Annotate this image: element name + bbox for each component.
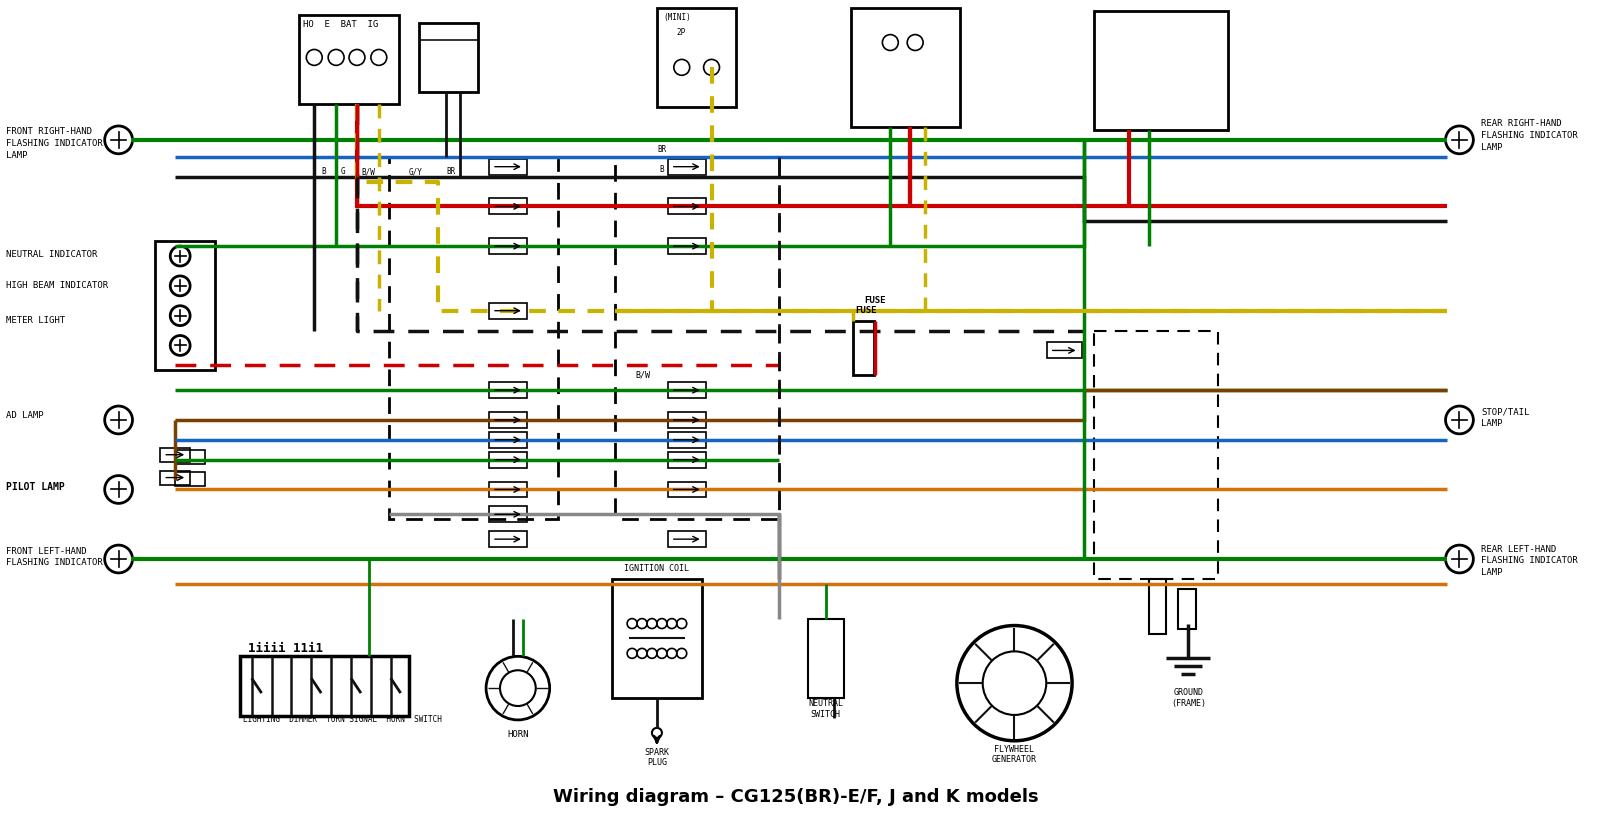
Text: AD LAMP: AD LAMP bbox=[6, 412, 43, 420]
Text: METER LIGHT: METER LIGHT bbox=[6, 316, 66, 325]
Text: Wiring diagram – CG125(BR)-E/F, J and K models: Wiring diagram – CG125(BR)-E/F, J and K … bbox=[554, 788, 1038, 806]
Text: LIGHTING  DIMMER  TURN SIGNAL  HORN  SWITCH: LIGHTING DIMMER TURN SIGNAL HORN SWITCH bbox=[243, 715, 442, 724]
Text: FLASHING INDICATOR: FLASHING INDICATOR bbox=[6, 139, 102, 148]
Text: B: B bbox=[659, 165, 664, 174]
Bar bbox=[419, 22, 478, 92]
Bar bbox=[490, 506, 526, 523]
Text: LAMP: LAMP bbox=[6, 151, 27, 160]
Bar bbox=[490, 481, 526, 497]
Bar bbox=[667, 159, 706, 174]
Text: B: B bbox=[322, 167, 326, 176]
Bar bbox=[1178, 589, 1197, 629]
Bar bbox=[667, 481, 706, 497]
Bar bbox=[490, 531, 526, 547]
Bar bbox=[490, 382, 526, 398]
Bar bbox=[1094, 331, 1218, 579]
Text: HORN: HORN bbox=[507, 730, 528, 739]
Bar bbox=[667, 531, 706, 547]
Text: IGNITION COIL: IGNITION COIL bbox=[624, 565, 690, 573]
Text: STOP/TAIL: STOP/TAIL bbox=[1482, 408, 1530, 417]
Text: NEUTRAL INDICATOR: NEUTRAL INDICATOR bbox=[6, 250, 98, 259]
Text: PILOT LAMP: PILOT LAMP bbox=[6, 482, 66, 493]
Text: REAR LEFT-HAND: REAR LEFT-HAND bbox=[1482, 544, 1557, 553]
Bar bbox=[160, 447, 190, 461]
Bar bbox=[490, 238, 526, 254]
Text: LAMP: LAMP bbox=[1482, 143, 1502, 152]
Bar bbox=[490, 432, 526, 447]
Text: FRONT LEFT-HAND: FRONT LEFT-HAND bbox=[6, 547, 86, 556]
Text: (MINI): (MINI) bbox=[662, 13, 691, 22]
Bar bbox=[667, 238, 706, 254]
Bar bbox=[490, 452, 526, 467]
Text: HO  E  BAT  IG: HO E BAT IG bbox=[304, 20, 379, 29]
Text: FLYWHEEL
GENERATOR: FLYWHEEL GENERATOR bbox=[992, 745, 1037, 764]
Text: GROUND
(FRAME): GROUND (FRAME) bbox=[1171, 688, 1206, 708]
Text: G: G bbox=[341, 167, 346, 176]
Bar bbox=[490, 159, 526, 174]
Bar bbox=[616, 157, 779, 519]
Bar bbox=[389, 157, 557, 519]
Bar bbox=[667, 382, 706, 398]
Text: B/W: B/W bbox=[362, 167, 374, 176]
Text: G/Y: G/Y bbox=[408, 167, 422, 176]
Bar bbox=[176, 471, 205, 485]
Text: FLASHING INDICATOR: FLASHING INDICATOR bbox=[1482, 131, 1578, 141]
Bar bbox=[667, 412, 706, 428]
Bar bbox=[667, 432, 706, 447]
Bar bbox=[299, 15, 398, 104]
Text: BR: BR bbox=[446, 167, 456, 176]
Bar bbox=[853, 321, 875, 375]
Bar bbox=[155, 241, 214, 370]
Text: BR: BR bbox=[658, 146, 666, 155]
Bar bbox=[851, 7, 960, 127]
Bar bbox=[1094, 11, 1229, 130]
Bar bbox=[1046, 342, 1082, 358]
Text: LAMP: LAMP bbox=[1482, 419, 1502, 428]
Bar bbox=[613, 579, 702, 698]
Bar bbox=[667, 452, 706, 467]
Bar bbox=[658, 7, 736, 107]
Bar bbox=[1149, 579, 1166, 633]
Bar bbox=[667, 198, 706, 214]
Bar bbox=[160, 471, 190, 485]
Bar bbox=[808, 619, 843, 698]
Text: FUSE: FUSE bbox=[864, 296, 886, 305]
Text: 2P: 2P bbox=[677, 28, 686, 37]
Text: FLASHING INDICATOR: FLASHING INDICATOR bbox=[6, 558, 102, 567]
Text: NEUTRAL
SWITCH: NEUTRAL SWITCH bbox=[808, 700, 843, 719]
Bar bbox=[240, 657, 408, 716]
Bar bbox=[490, 198, 526, 214]
Text: REAR RIGHT-HAND: REAR RIGHT-HAND bbox=[1482, 119, 1562, 128]
Text: FRONT RIGHT-HAND: FRONT RIGHT-HAND bbox=[6, 127, 93, 136]
Bar bbox=[176, 450, 205, 464]
Text: FUSE: FUSE bbox=[854, 306, 877, 315]
Text: LAMP: LAMP bbox=[1482, 568, 1502, 577]
Text: FLASHING INDICATOR: FLASHING INDICATOR bbox=[1482, 557, 1578, 566]
Text: SPARK
PLUG: SPARK PLUG bbox=[645, 748, 669, 767]
Bar bbox=[490, 303, 526, 318]
Text: B/W: B/W bbox=[635, 370, 650, 380]
Bar bbox=[490, 412, 526, 428]
Text: 1iiii 11i1: 1iiii 11i1 bbox=[248, 642, 323, 655]
Text: HIGH BEAM INDICATOR: HIGH BEAM INDICATOR bbox=[6, 281, 109, 290]
